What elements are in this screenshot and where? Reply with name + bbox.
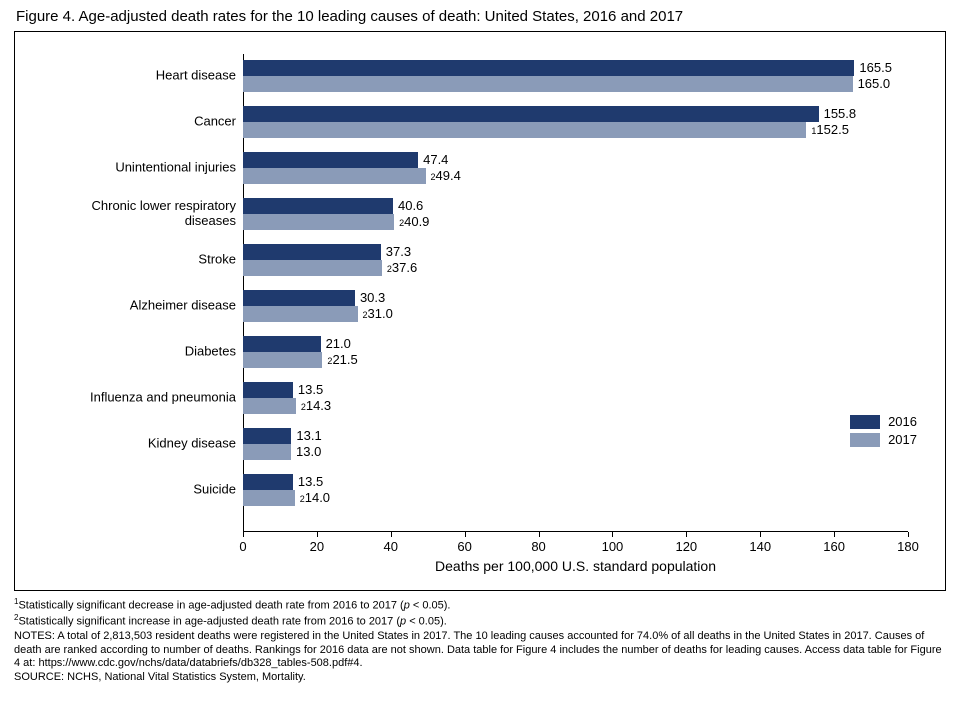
x-tick (539, 532, 540, 537)
value-label: 13.5 (298, 474, 323, 490)
legend: 2016 2017 (850, 414, 917, 450)
x-tick (612, 532, 613, 537)
bar-2016 (243, 474, 293, 490)
bar-2017 (243, 398, 296, 414)
bar-2017 (243, 352, 322, 368)
legend-item: 2016 (850, 414, 917, 429)
value-label: 165.5 (859, 60, 892, 76)
category-label: Cancer (18, 115, 236, 130)
category-label: Unintentional injuries (18, 161, 236, 176)
bar-2016 (243, 428, 291, 444)
footnote-notes: NOTES: A total of 2,813,503 resident dea… (14, 630, 946, 671)
x-tick (760, 532, 761, 537)
bar-2016 (243, 336, 321, 352)
value-label: 240.9 (399, 214, 429, 230)
footnote-source: SOURCE: NCHS, National Vital Statistics … (14, 671, 946, 685)
category-label: Heart disease (18, 69, 236, 84)
value-label: 40.6 (398, 198, 423, 214)
category-label: Influenza and pneumonia (18, 391, 236, 406)
value-label: 214.3 (301, 398, 331, 414)
category-label: Alzheimer disease (18, 299, 236, 314)
x-tick-label: 20 (310, 539, 324, 554)
category-label: Suicide (18, 483, 236, 498)
chart-frame: Deaths per 100,000 U.S. standard populat… (14, 31, 946, 591)
value-label: 249.4 (431, 168, 461, 184)
x-tick (317, 532, 318, 537)
x-tick (686, 532, 687, 537)
bar-2016 (243, 60, 854, 76)
x-tick-label: 80 (531, 539, 545, 554)
x-tick-label: 100 (602, 539, 624, 554)
value-label: 37.3 (386, 244, 411, 260)
x-tick (834, 532, 835, 537)
x-tick (391, 532, 392, 537)
plot-area: Deaths per 100,000 U.S. standard populat… (243, 54, 908, 532)
x-tick-label: 0 (239, 539, 246, 554)
value-label: 21.0 (326, 336, 351, 352)
value-label: 13.1 (296, 428, 321, 444)
x-tick-label: 120 (675, 539, 697, 554)
bar-2017 (243, 214, 394, 230)
footnote-2: 2Statistically significant increase in a… (14, 613, 946, 629)
x-axis (243, 531, 908, 532)
x-tick (243, 532, 244, 537)
category-label: Chronic lower respiratorydiseases (18, 199, 236, 229)
x-tick-label: 160 (823, 539, 845, 554)
bar-2016 (243, 106, 819, 122)
bar-2016 (243, 198, 393, 214)
category-label: Kidney disease (18, 437, 236, 452)
legend-swatch (850, 415, 880, 429)
bar-2016 (243, 244, 381, 260)
value-label: 214.0 (300, 490, 330, 506)
bar-2017 (243, 444, 291, 460)
x-tick-label: 60 (457, 539, 471, 554)
value-label: 47.4 (423, 152, 448, 168)
bar-2017 (243, 168, 426, 184)
figure-title: Figure 4. Age-adjusted death rates for t… (16, 8, 946, 25)
category-label: Stroke (18, 253, 236, 268)
footnote-1: 1Statistically significant decrease in a… (14, 597, 946, 613)
legend-label: 2017 (888, 432, 917, 447)
value-label: 13.0 (296, 444, 321, 460)
legend-label: 2016 (888, 414, 917, 429)
legend-swatch (850, 433, 880, 447)
value-label: 1152.5 (811, 122, 849, 138)
x-axis-title: Deaths per 100,000 U.S. standard populat… (435, 558, 716, 574)
footnotes: 1Statistically significant decrease in a… (14, 597, 946, 685)
value-label: 30.3 (360, 290, 385, 306)
bar-2017 (243, 306, 358, 322)
bar-2016 (243, 290, 355, 306)
bar-2016 (243, 382, 293, 398)
value-label: 237.6 (387, 260, 417, 276)
value-label: 221.5 (327, 352, 357, 368)
value-label: 165.0 (858, 76, 891, 92)
bar-2017 (243, 490, 295, 506)
x-tick-label: 180 (897, 539, 919, 554)
x-tick-label: 140 (749, 539, 771, 554)
x-tick (465, 532, 466, 537)
bar-2017 (243, 76, 853, 92)
legend-item: 2017 (850, 432, 917, 447)
x-tick-label: 40 (384, 539, 398, 554)
x-tick (908, 532, 909, 537)
bar-2016 (243, 152, 418, 168)
value-label: 231.0 (363, 306, 393, 322)
bar-2017 (243, 260, 382, 276)
category-label: Diabetes (18, 345, 236, 360)
bar-2017 (243, 122, 806, 138)
value-label: 13.5 (298, 382, 323, 398)
value-label: 155.8 (824, 106, 857, 122)
